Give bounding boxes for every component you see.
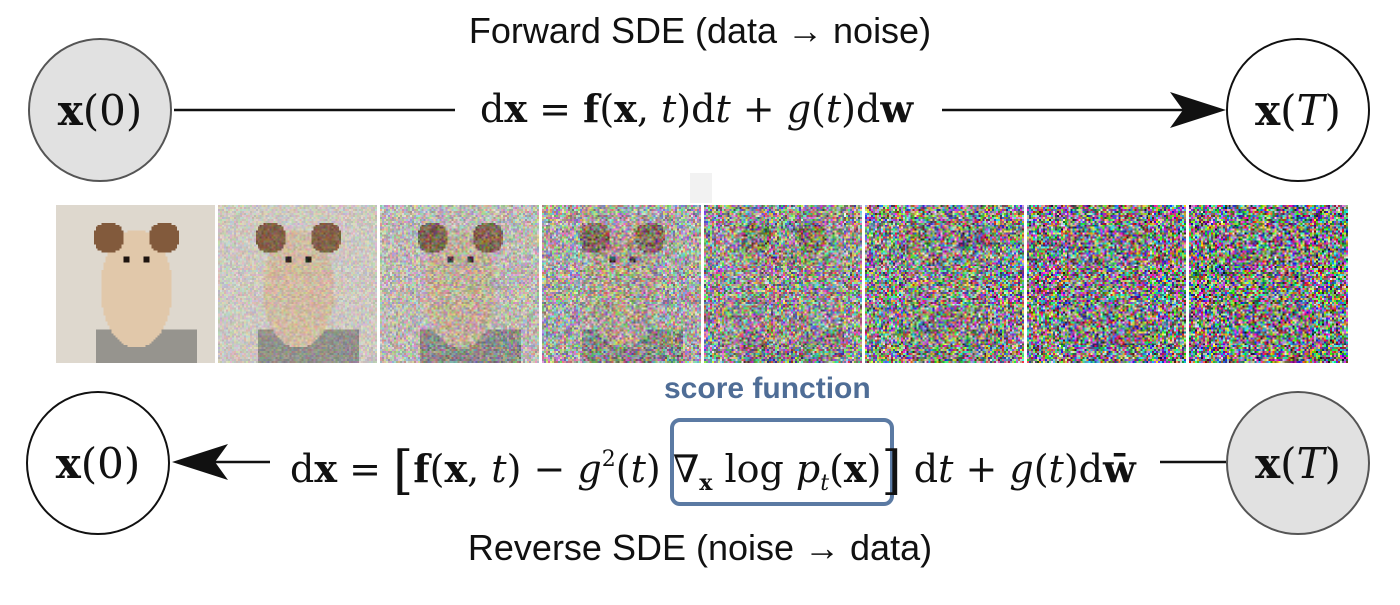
reverse-arrowhead bbox=[172, 444, 228, 480]
node-var: x bbox=[1255, 85, 1281, 135]
noise-frame bbox=[541, 205, 701, 363]
faint-marker bbox=[690, 173, 712, 203]
noise-frame bbox=[1027, 205, 1187, 363]
node-arg: T bbox=[1296, 85, 1325, 135]
noise-frame bbox=[379, 205, 539, 363]
noise-frame bbox=[217, 205, 377, 363]
reverse-sde-title: Reverse SDE (noise → data) bbox=[467, 527, 933, 568]
noise-frame bbox=[56, 205, 215, 363]
score-function-label: score function bbox=[664, 372, 871, 405]
node-arg: T bbox=[1296, 438, 1325, 488]
reverse-end-node: x (0) bbox=[26, 391, 170, 535]
node-var: x bbox=[57, 85, 83, 135]
reverse-start-node: x(T) bbox=[1226, 391, 1370, 535]
node-close: ) bbox=[1324, 85, 1341, 135]
node-arg: (0) bbox=[82, 85, 143, 135]
node-open: ( bbox=[1280, 85, 1297, 135]
forward-start-node: x (0) bbox=[28, 38, 172, 182]
forward-sde-title: Forward SDE (data → noise) bbox=[468, 10, 932, 51]
reverse-equation: dx = [f(x, t) − g2(t) ∇x log pt(x)] dt +… bbox=[290, 441, 1136, 501]
noise-frame bbox=[1189, 205, 1348, 363]
node-arg: (0) bbox=[80, 438, 141, 488]
noise-frame bbox=[703, 205, 863, 363]
forward-end-node: x(T) bbox=[1226, 38, 1370, 182]
node-close: ) bbox=[1324, 438, 1341, 488]
node-var: x bbox=[55, 438, 81, 488]
noise-frame bbox=[865, 205, 1025, 363]
forward-arrowhead bbox=[1170, 92, 1226, 128]
node-open: ( bbox=[1280, 438, 1297, 488]
forward-equation: dx = f(x, t)dt + g(t)dw bbox=[480, 86, 914, 131]
score-function-box bbox=[670, 418, 894, 506]
node-var: x bbox=[1255, 438, 1281, 488]
noise-image-strip bbox=[56, 205, 1348, 363]
